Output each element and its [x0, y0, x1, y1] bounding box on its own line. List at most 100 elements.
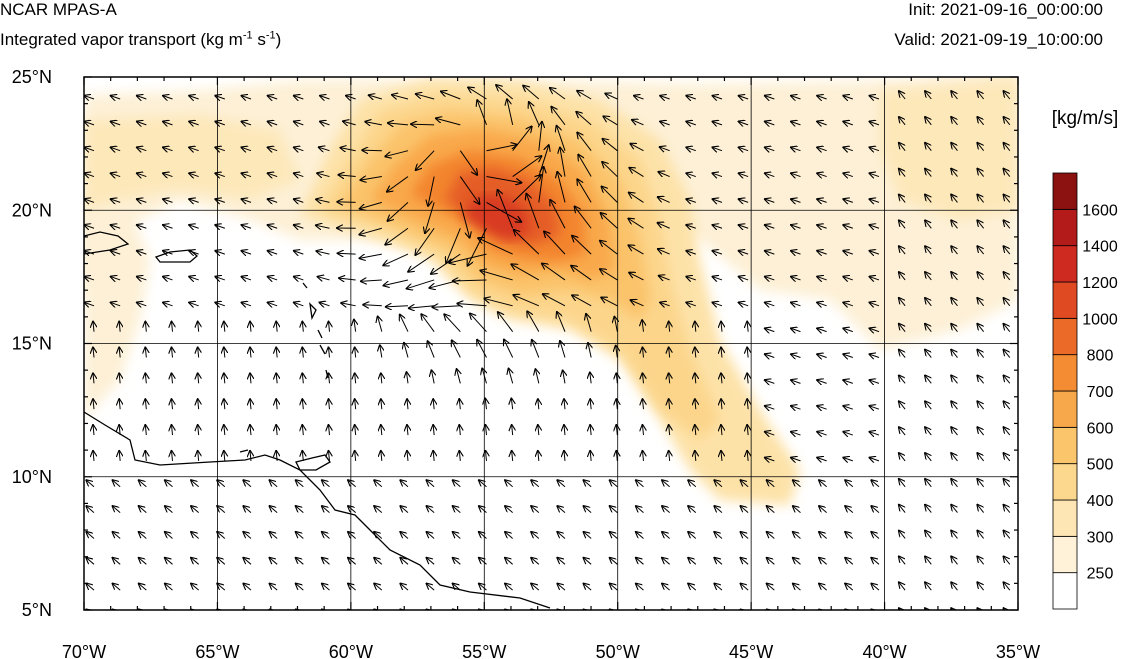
wind-vector	[190, 531, 199, 539]
wind-vector	[86, 505, 95, 513]
wind-vector	[84, 250, 95, 254]
wind-vector	[842, 147, 853, 151]
wind-vector	[600, 212, 618, 229]
wind-vector	[669, 372, 670, 384]
wind-vector	[214, 225, 225, 229]
wind-vector	[302, 372, 303, 384]
wind-vector	[588, 342, 591, 358]
wind-vector	[190, 557, 199, 565]
wind-vector	[951, 323, 958, 332]
wind-vector	[599, 269, 618, 281]
wind-vector	[764, 225, 775, 229]
wind-vector	[478, 531, 487, 539]
wind-vector	[977, 116, 985, 126]
wind-vector	[669, 450, 670, 461]
wind-vector	[747, 424, 748, 436]
wind-vector	[712, 225, 723, 229]
wind-vector	[119, 372, 120, 384]
wind-vector	[383, 279, 409, 286]
wind-vector	[738, 302, 749, 306]
wind-vector	[530, 505, 540, 513]
wind-vector	[1003, 375, 1011, 384]
wind-vector	[924, 349, 932, 358]
wind-vector	[869, 95, 880, 99]
wind-vector	[924, 194, 932, 203]
wind-vector	[513, 229, 540, 255]
wind-vector	[315, 199, 330, 202]
wind-vector	[583, 505, 592, 513]
wind-vector	[93, 321, 94, 332]
wind-vector	[687, 583, 697, 591]
wind-vector	[302, 424, 303, 436]
wind-vector	[792, 505, 801, 513]
wind-vector	[243, 480, 252, 488]
wind-vector	[951, 246, 958, 255]
wind-vector	[361, 150, 382, 151]
wind-vector	[630, 143, 644, 152]
wind-vector	[924, 90, 932, 100]
field-title-exp2: -1	[265, 29, 276, 42]
wind-vector	[869, 380, 880, 384]
wind-vector	[738, 173, 749, 177]
wind-vector	[241, 250, 252, 254]
wind-vector	[302, 321, 303, 332]
wind-vector	[977, 504, 985, 513]
wind-vector	[557, 171, 566, 203]
wind-vector	[951, 194, 958, 203]
wind-vector	[250, 398, 251, 410]
wind-vector	[84, 173, 95, 177]
wind-vector	[162, 250, 173, 254]
colorbar-level-label: 1000	[1082, 311, 1118, 328]
wind-vector	[842, 225, 853, 229]
wind-vector	[477, 238, 513, 255]
wind-vector	[869, 147, 880, 151]
wind-vector	[459, 450, 460, 461]
wind-vector	[386, 176, 409, 193]
wind-vector	[712, 121, 723, 125]
wind-vector	[977, 556, 985, 565]
colorbar-box	[1052, 172, 1078, 210]
wind-vector	[1003, 168, 1011, 177]
wind-vector	[642, 372, 643, 384]
wind-vector	[790, 276, 801, 280]
wind-vector	[590, 398, 591, 410]
wind-vector	[601, 186, 618, 203]
wind-vector	[451, 340, 461, 358]
wind-vector	[738, 95, 749, 99]
wind-vector	[535, 368, 539, 384]
wind-vector	[898, 375, 906, 384]
wind-vector	[427, 340, 435, 358]
wind-vector	[214, 250, 225, 254]
colorbar-level-label: 1200	[1082, 275, 1118, 292]
wind-vector	[355, 424, 356, 436]
wind-vector	[924, 271, 932, 281]
wind-vector	[764, 328, 775, 332]
wind-vector	[293, 173, 304, 177]
wind-vector	[924, 401, 932, 410]
wind-vector	[738, 276, 749, 280]
wind-vector	[924, 426, 932, 436]
wind-vector	[452, 280, 487, 281]
wind-vector	[530, 557, 540, 565]
wind-vector	[871, 480, 880, 488]
wind-vector	[616, 372, 617, 384]
wind-vector	[1003, 323, 1011, 332]
wind-vector	[842, 250, 853, 254]
wind-vector	[162, 95, 173, 99]
wind-vector	[355, 347, 356, 358]
wind-vector	[816, 354, 827, 358]
wind-vector	[951, 582, 958, 591]
wind-vector	[842, 276, 853, 280]
wind-vector	[241, 173, 252, 177]
wind-vector	[362, 305, 382, 306]
wind-vector	[951, 401, 958, 410]
wind-vector	[119, 347, 120, 358]
wind-vector	[695, 398, 696, 410]
wind-vector	[657, 197, 670, 203]
wind-vector	[842, 354, 853, 358]
colorbar-level-label: 600	[1087, 420, 1114, 437]
wind-vector	[977, 194, 985, 203]
wind-vector	[844, 583, 854, 591]
wind-vector	[687, 557, 697, 565]
wind-vector	[695, 424, 696, 436]
